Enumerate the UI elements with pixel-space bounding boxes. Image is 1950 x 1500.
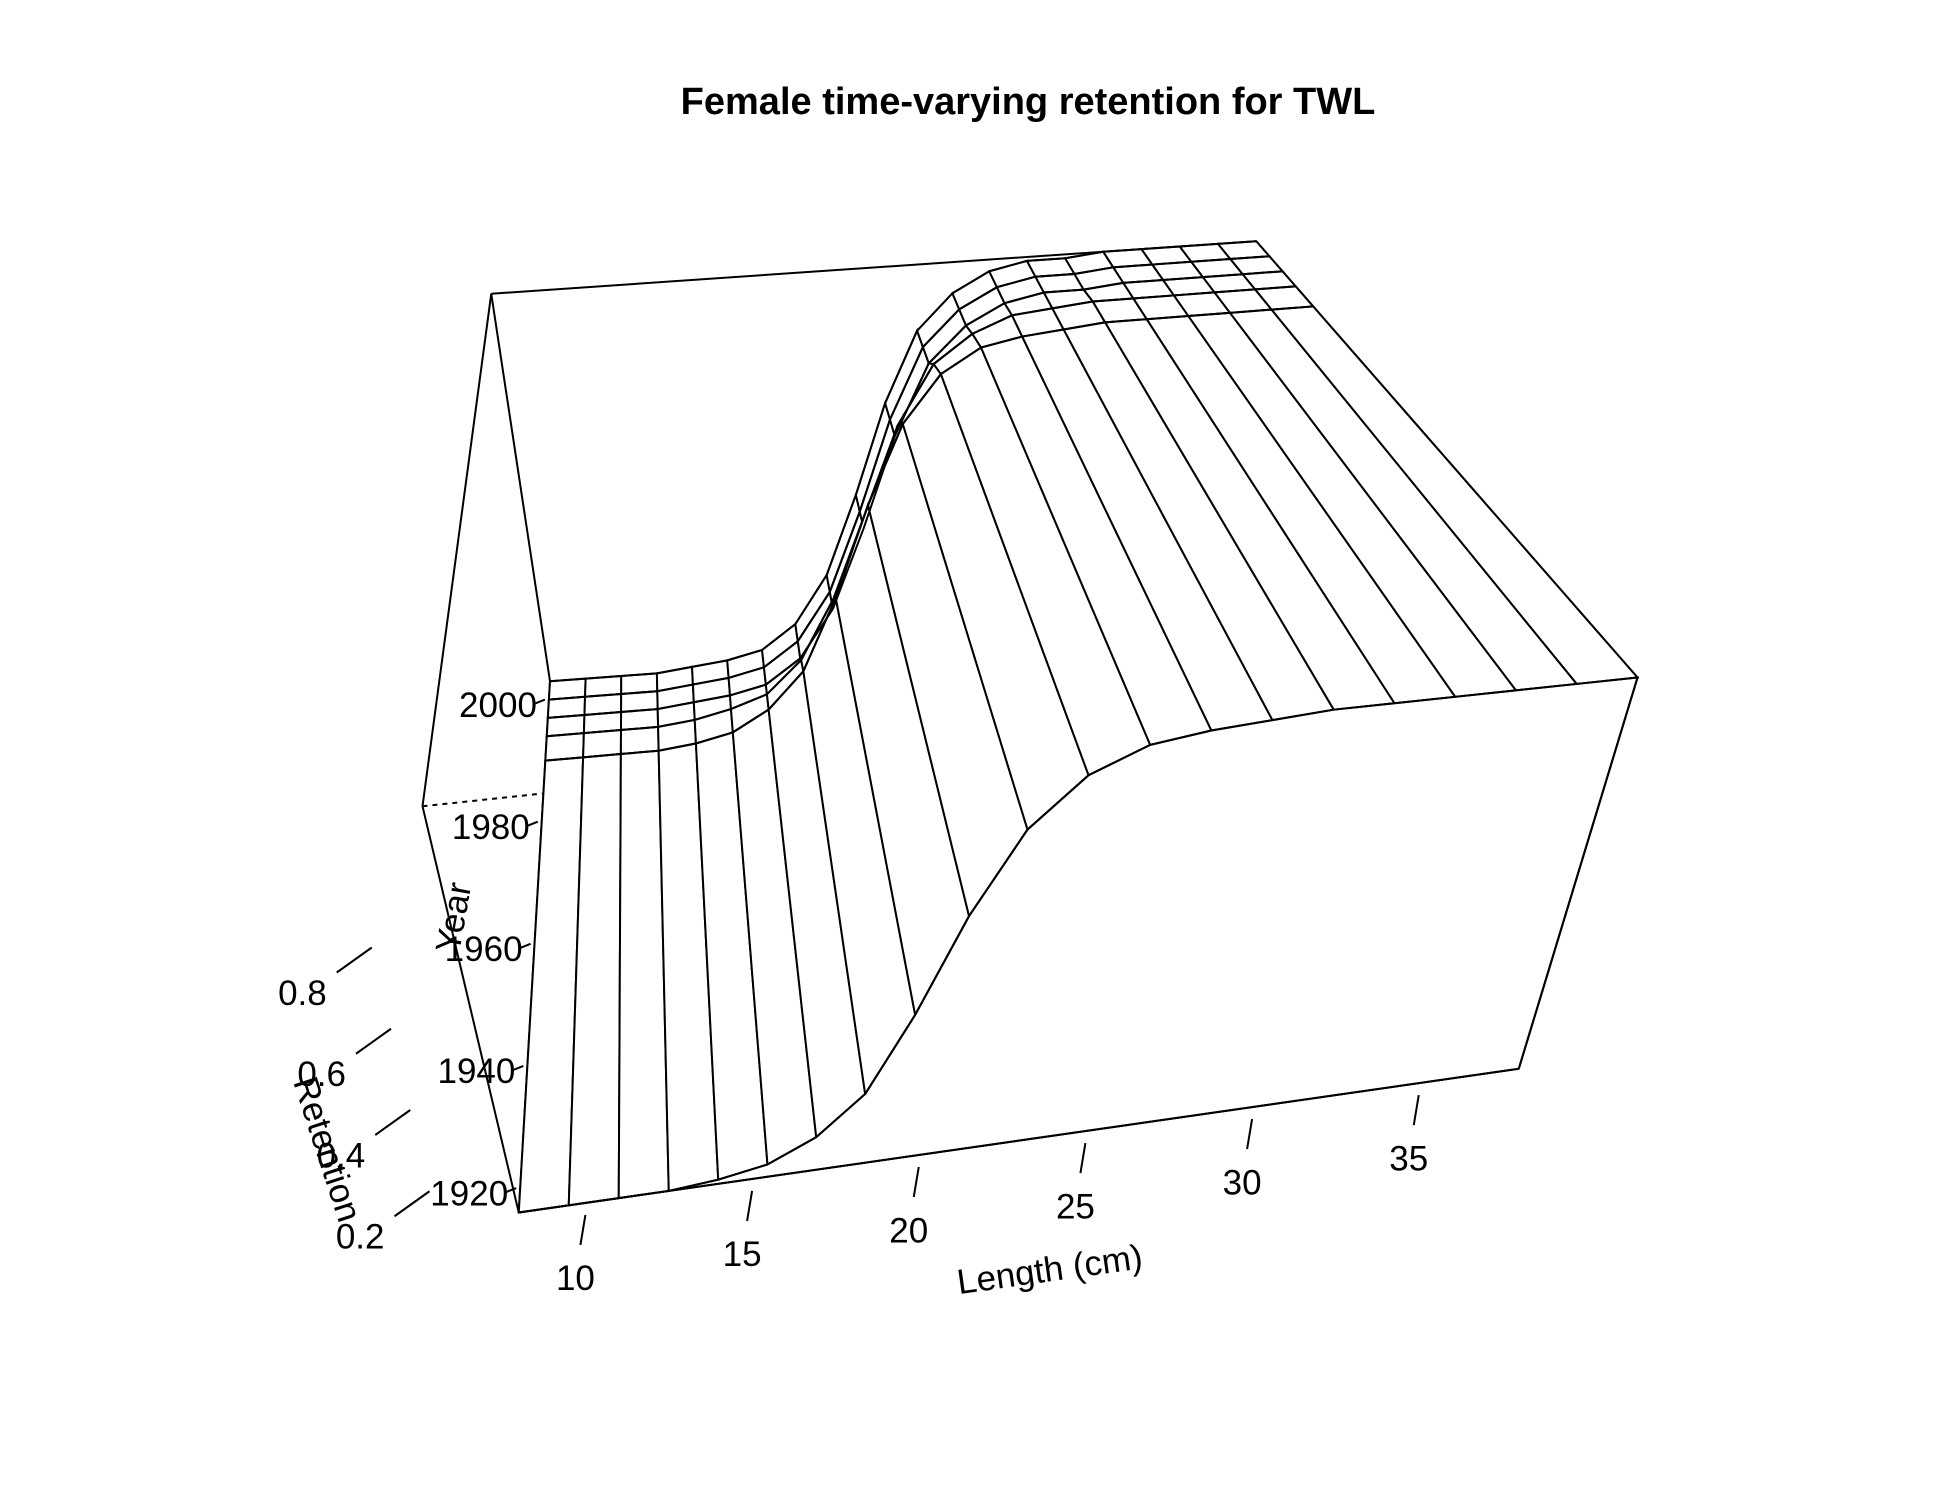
x-tick-label: 35	[1389, 1139, 1428, 1178]
z-tick-label: 0.8	[278, 974, 327, 1013]
x-tick	[1412, 1094, 1420, 1126]
x-tick	[1079, 1142, 1087, 1174]
chart-title: Female time-varying retention for TWL	[681, 81, 1376, 123]
x-tick-label: 30	[1223, 1163, 1262, 1202]
surface-row	[548, 255, 1270, 701]
surface-row	[518, 676, 1638, 1214]
box-edge	[490, 293, 551, 682]
z-tick	[374, 1109, 411, 1136]
y-tick-label: 2000	[459, 686, 537, 725]
x-tick	[579, 1214, 587, 1246]
y-tick	[527, 820, 539, 827]
surface-facet	[619, 725, 660, 756]
z-tick-label: 0.2	[336, 1218, 385, 1257]
x-tick-label: 20	[889, 1211, 928, 1250]
y-tick-label: 1980	[452, 808, 530, 847]
surface-facet	[544, 732, 585, 762]
surface-row	[549, 240, 1257, 683]
box-edge	[518, 1067, 1519, 1214]
box-edge	[421, 293, 493, 807]
y-tick	[505, 1187, 517, 1194]
x-tick-label: 10	[556, 1259, 595, 1298]
y-tick-label: 1920	[430, 1174, 508, 1213]
x-tick	[912, 1166, 920, 1198]
x-tick	[746, 1190, 754, 1222]
y-tick	[520, 942, 531, 949]
box-edge	[421, 806, 520, 1213]
surface-row	[545, 305, 1314, 762]
surface-row	[546, 285, 1296, 738]
y-tick-label: 1940	[437, 1052, 515, 1091]
surface-facet	[582, 728, 622, 759]
z-tick-label: 0.4	[317, 1136, 366, 1175]
x-tick-label: 15	[723, 1235, 762, 1274]
z-tick	[355, 1027, 392, 1055]
z-tick-label: 0.6	[297, 1055, 346, 1094]
x-tick-label: 25	[1056, 1187, 1095, 1226]
surface-row	[547, 270, 1283, 719]
y-tick	[534, 698, 546, 705]
box-edge	[1517, 677, 1639, 1070]
z-tick	[336, 946, 373, 974]
z-tick	[393, 1190, 431, 1218]
y-tick-label: 1960	[445, 930, 523, 969]
x-tick	[1246, 1118, 1254, 1150]
y-tick	[512, 1065, 524, 1071]
